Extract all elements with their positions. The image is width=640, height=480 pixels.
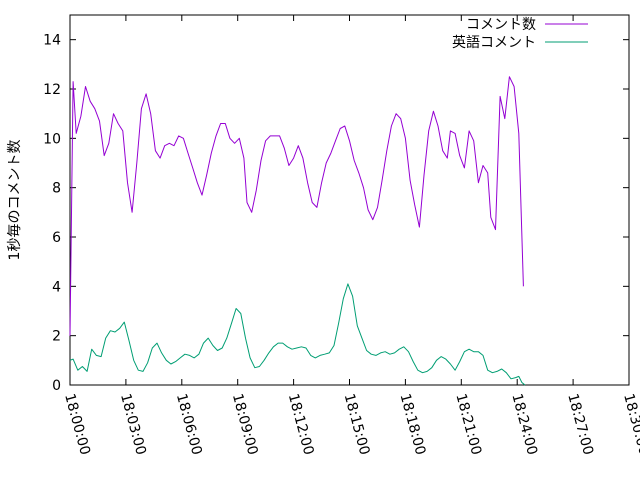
x-tick-label: 18:15:00 xyxy=(341,392,373,457)
y-axis-label: 1秒毎のコメント数 xyxy=(7,140,23,261)
x-tick-label: 18:03:00 xyxy=(117,392,149,457)
x-tick-label: 18:06:00 xyxy=(173,392,205,457)
y-tick-label: 0 xyxy=(52,378,61,394)
x-axis: 18:00:00 18:03:00 18:06:00 18:09:00 18:12:00… xyxy=(61,15,640,457)
x-tick-label: 18:21:00 xyxy=(452,392,484,457)
x-tick-label: 18:12:00 xyxy=(285,392,317,457)
x-tick-label: 18:18:00 xyxy=(397,392,429,457)
x-tick-label: 18:27:00 xyxy=(564,392,596,457)
plot-frame xyxy=(69,14,630,386)
x-tick-label: 18:00:00 xyxy=(61,392,93,457)
series-line-2 xyxy=(69,283,526,386)
y-tick-label: 2 xyxy=(52,329,61,345)
y-tick-label: 8 xyxy=(52,181,61,197)
legend-label: コメント数 xyxy=(466,17,536,33)
x-tick-label: 18:09:00 xyxy=(229,392,261,457)
x-tick-label: 18:30:00 xyxy=(620,392,640,457)
y-tick-label: 14 xyxy=(43,33,61,49)
plot-border xyxy=(69,14,630,386)
y-tick-label: 6 xyxy=(52,230,61,246)
y-tick-label: 4 xyxy=(52,279,61,295)
series-line-1 xyxy=(69,76,524,336)
x-tick-label: 18:24:00 xyxy=(508,392,540,457)
y-tick-label: 12 xyxy=(43,82,61,98)
y-axis: 0 2 4 6 8 10 12 14 xyxy=(43,33,629,394)
series-layer xyxy=(69,76,526,386)
legend-label: 英語コメント xyxy=(452,34,536,51)
y-tick-label: 10 xyxy=(43,131,61,147)
